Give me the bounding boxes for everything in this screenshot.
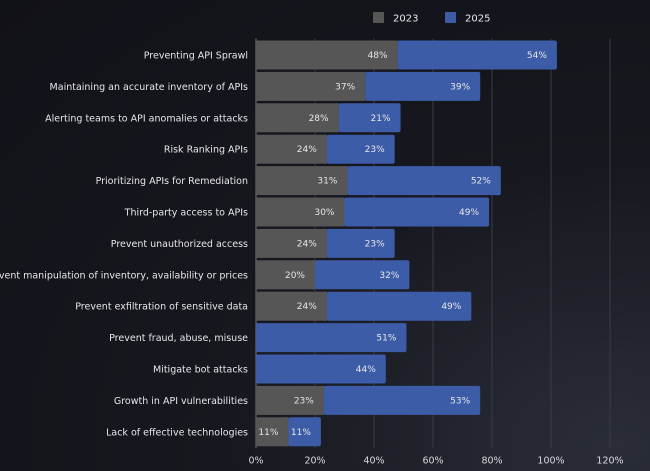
- bar-segment-2023: [256, 134, 327, 164]
- bar-segment-2025: [256, 354, 386, 384]
- x-axis-ticks: 0% 20% 40% 60% 80% 100% 120%: [248, 455, 623, 466]
- data-label: 23%: [294, 396, 314, 406]
- category-label: Prevent manipulation of inventory, avail…: [0, 270, 248, 281]
- bar-segment-2023: [256, 40, 398, 70]
- legend-swatch-2023: [373, 12, 384, 23]
- x-tick-label: 60%: [422, 455, 443, 466]
- bar-segment-2025: [347, 166, 501, 196]
- data-label: 53%: [450, 396, 470, 406]
- data-label: 28%: [309, 114, 329, 124]
- bar-segment-2025: [326, 134, 395, 164]
- x-tick-label: 20%: [304, 455, 325, 466]
- data-label: 32%: [379, 271, 399, 281]
- bar-segment-join: [285, 417, 289, 447]
- category-label: Growth in API vulnerabilities: [114, 396, 248, 407]
- bar-segment-2023: [256, 197, 345, 227]
- legend-label: 2023: [393, 14, 418, 25]
- category-label: Maintaining an accurate inventory of API…: [50, 82, 249, 93]
- bar-segment-2025: [397, 40, 557, 70]
- data-label: 24%: [297, 145, 317, 155]
- category-label: Prevent exfiltration of sensitive data: [75, 302, 248, 313]
- data-label: 49%: [459, 208, 479, 218]
- bar-segment-2023: [256, 291, 327, 321]
- category-label: Lack of effective technologies: [106, 427, 248, 438]
- x-tick-label: 120%: [596, 455, 623, 466]
- bar-segment-2023: [256, 166, 348, 196]
- bar-segment-2025: [256, 323, 407, 353]
- bar-segment-2025: [288, 417, 321, 447]
- category-label: Third-party access to APIs: [124, 208, 248, 219]
- data-label: 39%: [450, 82, 470, 92]
- bar-segment-2023: [256, 385, 324, 415]
- legend-label: 2025: [465, 14, 490, 25]
- bar-segment-join: [335, 103, 339, 133]
- bar-segment-join: [323, 228, 327, 258]
- bar-segment-2023: [256, 71, 366, 101]
- data-label: 49%: [441, 302, 461, 312]
- bar-segment-join: [362, 71, 366, 101]
- data-label: 20%: [285, 271, 305, 281]
- data-label: 23%: [365, 239, 385, 249]
- data-label: 37%: [335, 82, 355, 92]
- bar-segment-2025: [344, 197, 490, 227]
- data-label: 51%: [376, 334, 396, 344]
- bar-segment-join: [323, 291, 327, 321]
- category-label: Alerting teams to API anomalies or attac…: [45, 113, 248, 124]
- legend: 2023 2025: [373, 12, 490, 25]
- category-label: Prevent unauthorized access: [111, 239, 248, 250]
- category-label: Risk Ranking APIs: [164, 145, 248, 156]
- data-label: 44%: [356, 365, 376, 375]
- bar-segment-2025: [326, 228, 395, 258]
- bar-segment-join: [323, 134, 327, 164]
- data-label: 24%: [297, 302, 317, 312]
- bar-segment-2025: [365, 71, 481, 101]
- bar-segment-join: [344, 166, 348, 196]
- bar-segment-2023: [256, 103, 339, 133]
- category-label: Preventing API Sprawl: [144, 51, 248, 62]
- bar-segment-2023: [256, 260, 315, 290]
- category-labels: Preventing API Sprawl Maintaining an accu…: [0, 51, 248, 439]
- data-label: 48%: [368, 51, 388, 61]
- bars: 48% 54% 37% 39% 28% 21% 24% 23% 31% 52% 30% 49% 24% 2…: [256, 40, 557, 447]
- category-label: Mitigate bot attacks: [153, 365, 248, 376]
- data-label: 21%: [371, 114, 391, 124]
- category-label: Prioritizing APIs for Remediation: [96, 176, 248, 187]
- bar-segment-2025: [326, 291, 472, 321]
- bar-segment-2023: [256, 417, 289, 447]
- data-label: 52%: [471, 177, 491, 187]
- legend-swatch-2025: [445, 12, 456, 23]
- bar-segment-2025: [315, 260, 410, 290]
- data-label: 11%: [291, 428, 311, 438]
- bar-segment-join: [394, 40, 398, 70]
- data-label: 23%: [365, 145, 385, 155]
- bar-segment-2025: [338, 103, 401, 133]
- data-label: 31%: [317, 177, 337, 187]
- bar-segment-2023: [256, 228, 327, 258]
- bar-segment-join: [312, 260, 315, 290]
- x-tick-label: 40%: [363, 455, 384, 466]
- data-label: 54%: [527, 51, 547, 61]
- data-label: 24%: [297, 239, 317, 249]
- data-label: 30%: [314, 208, 334, 218]
- category-label: Prevent fraud, abuse, misuse: [109, 333, 248, 344]
- x-tick-label: 80%: [481, 455, 502, 466]
- x-tick-label: 100%: [537, 455, 564, 466]
- bar-segment-2025: [323, 385, 481, 415]
- bar-segment-join: [341, 197, 345, 227]
- x-tick-label: 0%: [248, 455, 263, 466]
- data-label: 11%: [258, 428, 278, 438]
- bar-segment-join: [320, 385, 324, 415]
